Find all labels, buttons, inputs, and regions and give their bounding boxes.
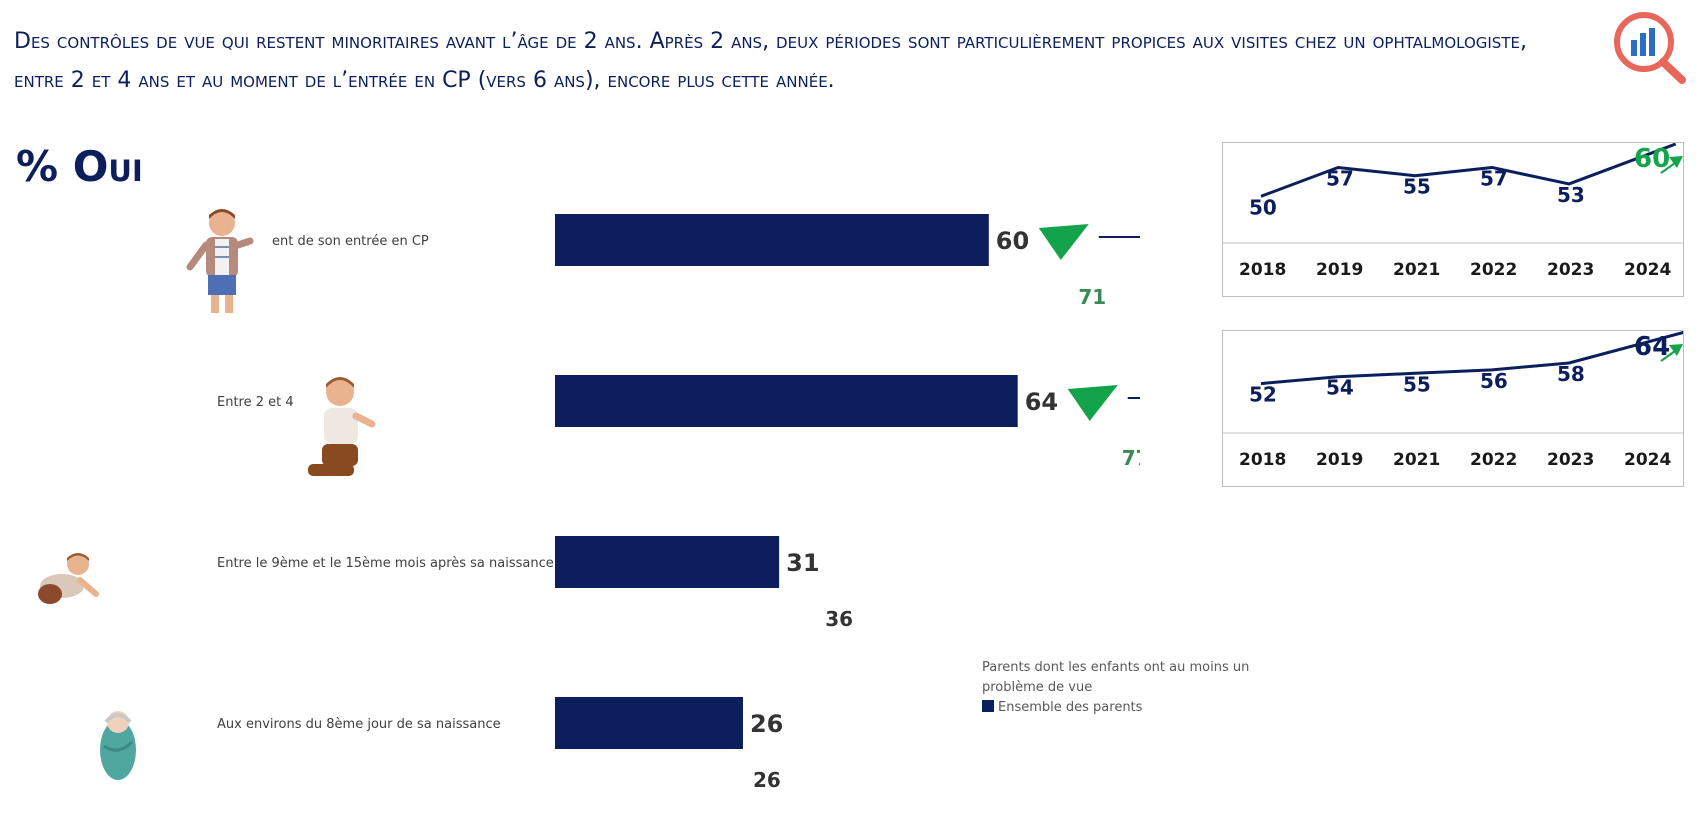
data-label: 60 [1634, 144, 1670, 174]
x-tick-label: 2024 [1624, 260, 1671, 280]
baby-crawling-icon [38, 553, 99, 604]
data-label: 64 [1634, 332, 1670, 362]
bar-value-label: 64 [1025, 388, 1058, 416]
swaddled-baby-icon [100, 711, 136, 780]
trend-up-arrow-icon [1067, 385, 1118, 421]
child-kneeling-icon [308, 377, 376, 476]
legend-all-item: Ensemble des parents [982, 698, 1282, 718]
x-tick-label: 2023 [1547, 260, 1594, 280]
x-tick-label: 2018 [1239, 260, 1286, 280]
subgroup-value-label: 36 [825, 607, 853, 631]
bar-value-label: 60 [996, 227, 1029, 255]
category-label: Entre 2 et 4 [217, 395, 294, 410]
data-label: 50 [1249, 195, 1277, 219]
bar-value-label: 31 [786, 549, 819, 577]
bar [555, 214, 989, 266]
x-tick-label: 2018 [1239, 450, 1286, 470]
percent-yes-label: % Oui [16, 142, 143, 191]
trend-up-arrow-icon [1038, 224, 1089, 260]
legend-swatch [982, 700, 994, 712]
bar [555, 697, 743, 749]
x-tick-label: 2022 [1470, 260, 1517, 280]
x-tick-label: 2024 [1624, 450, 1671, 470]
x-tick-label: 2019 [1316, 450, 1363, 470]
category-label: ent de son entrée en CP [272, 234, 429, 249]
data-label: 55 [1403, 175, 1431, 199]
x-tick-label: 2021 [1393, 260, 1440, 280]
legend-subgroup-label: Parents dont les enfants ont au moins un… [982, 660, 1250, 695]
trend-up-arrow-icon [1660, 162, 1676, 174]
bar-chart: ent de son entrée en CP 60 71 Entre 2 et 4 6… [217, 214, 1140, 792]
magnifier-chart-icon [1614, 12, 1686, 84]
trend-up-arrowhead [1669, 156, 1683, 168]
x-tick-label: 2023 [1547, 450, 1594, 470]
trend-chart-2-4: 52 2018 54 2019 55 2021 56 2022 58 2023 64 2024 [1222, 330, 1684, 487]
subgroup-value-label: 71 [1078, 285, 1106, 309]
data-label: 53 [1557, 183, 1585, 207]
subgroup-value-label: 77 [1122, 446, 1140, 470]
trend-chart-cp: 50 2018 57 2019 55 2021 57 2022 53 2023 60 2024 [1222, 142, 1684, 297]
x-tick-label: 2021 [1393, 450, 1440, 470]
legend: Parents dont les enfants ont au moins un… [982, 658, 1282, 718]
legend-all-label: Ensemble des parents [998, 700, 1143, 715]
data-label: 55 [1403, 372, 1431, 396]
child-standing-icon [186, 209, 254, 313]
bar [555, 375, 1018, 427]
bar-value-label: 26 [750, 710, 783, 738]
data-label: 57 [1326, 166, 1354, 190]
page-title: Des contrôles de vue qui restent minorit… [14, 29, 1527, 93]
trend-line [1260, 143, 1677, 198]
x-tick-label: 2022 [1470, 450, 1517, 470]
trend-line [1260, 331, 1683, 386]
subgroup-value-label: 26 [753, 768, 781, 792]
data-label: 56 [1480, 369, 1508, 393]
bar [555, 536, 780, 588]
data-label: 57 [1480, 166, 1508, 190]
category-label: Entre le 9ème et le 15ème mois après sa … [217, 556, 554, 571]
x-tick-label: 2019 [1316, 260, 1363, 280]
data-label: 58 [1557, 362, 1585, 386]
trend-up-arrow-icon [1660, 350, 1676, 362]
data-label: 52 [1249, 383, 1277, 407]
category-label: Aux environs du 8ème jour de sa naissanc… [217, 717, 501, 732]
data-label: 54 [1326, 376, 1354, 400]
trend-up-arrowhead [1669, 344, 1683, 356]
